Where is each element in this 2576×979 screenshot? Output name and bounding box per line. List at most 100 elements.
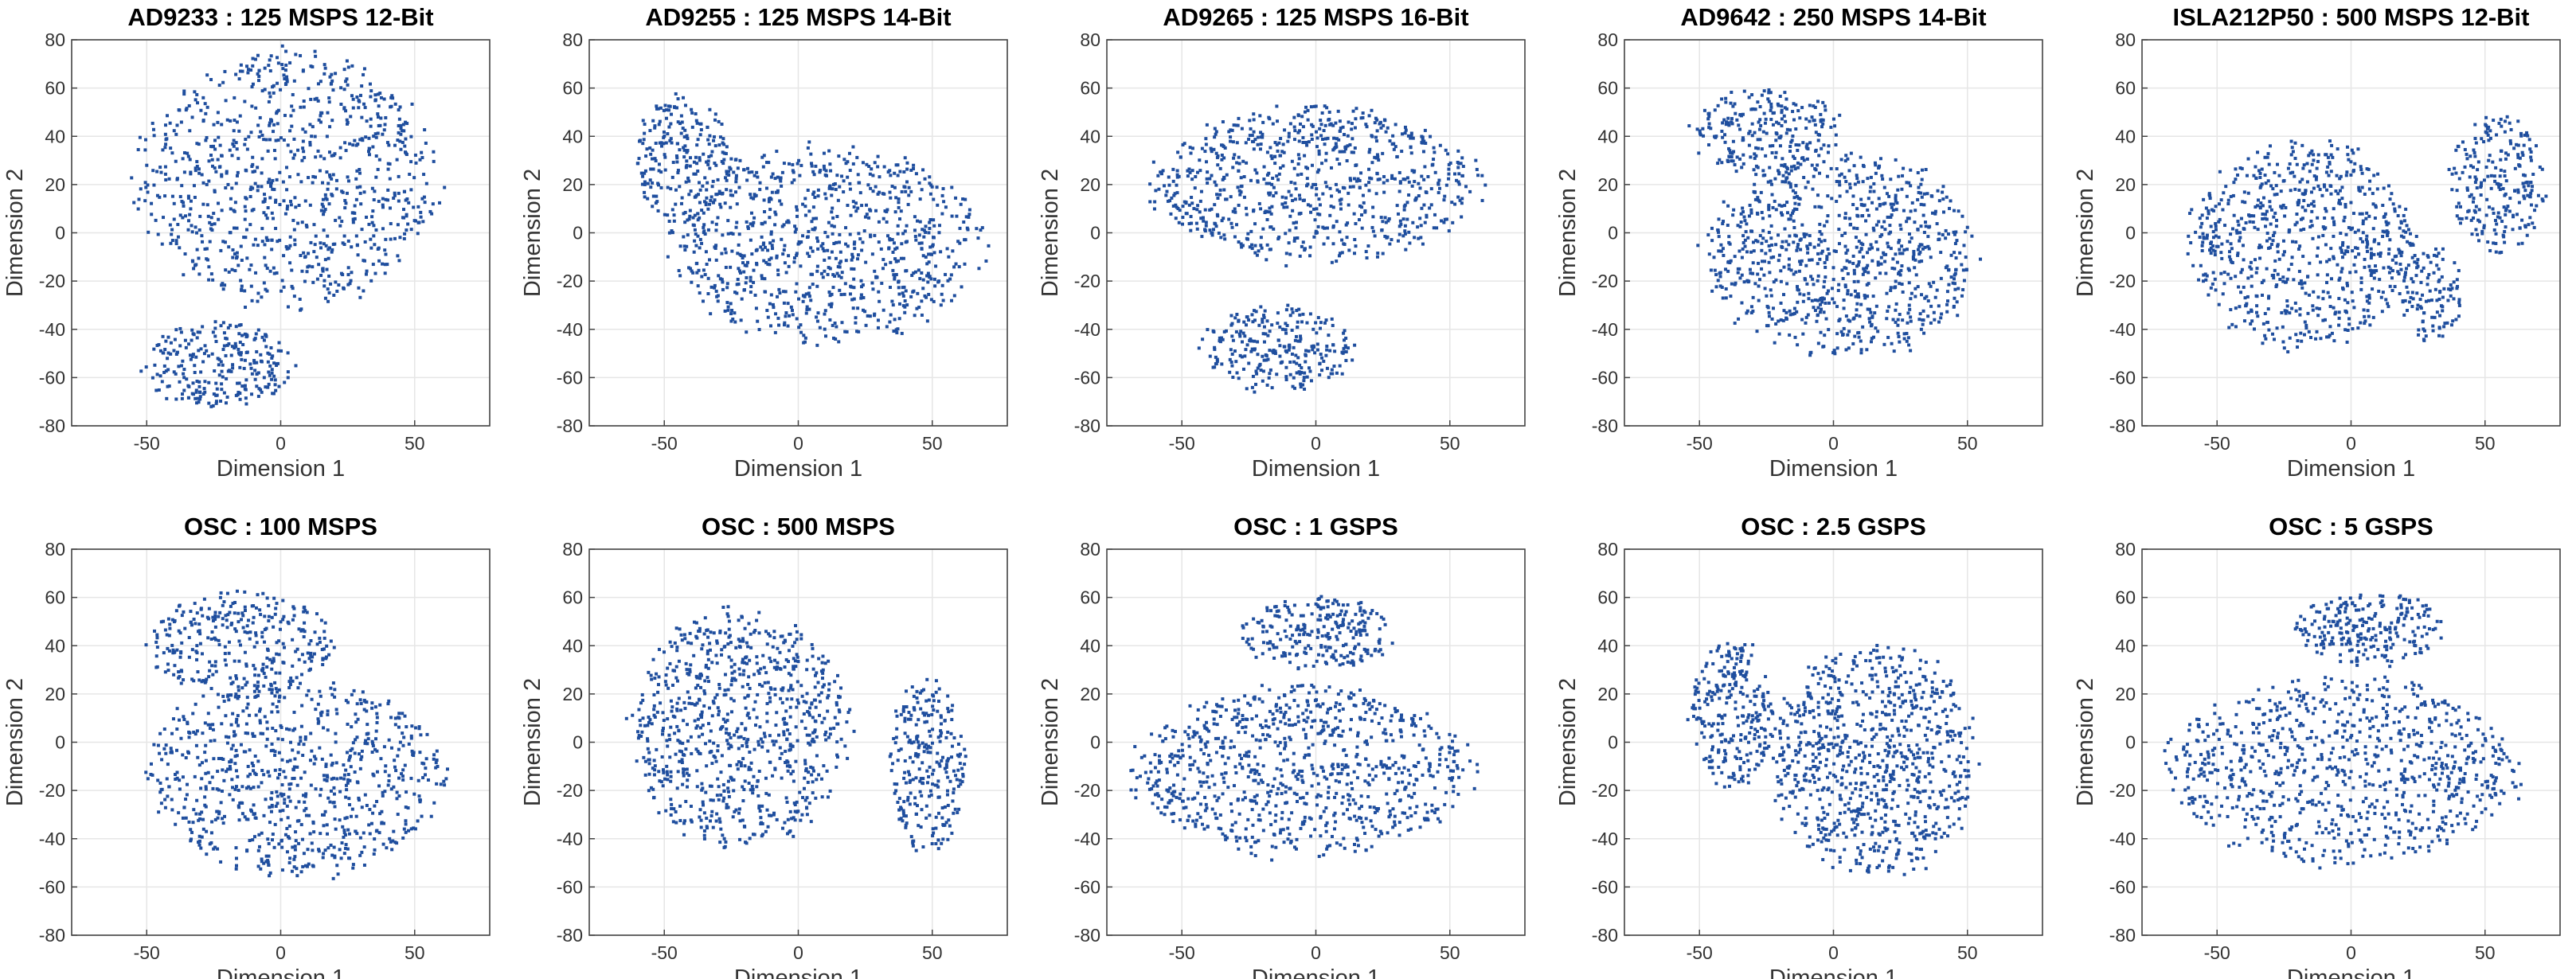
scatter-point — [1280, 195, 1284, 199]
scatter-point — [285, 207, 289, 211]
scatter-point — [1266, 333, 1270, 337]
scatter-point — [1788, 144, 1792, 148]
scatter-point — [1891, 202, 1895, 206]
scatter-point — [2340, 267, 2344, 271]
scatter-point — [1262, 315, 1266, 319]
scatter-point — [713, 246, 717, 250]
scatter-point — [291, 108, 295, 112]
scatter-point — [655, 104, 659, 108]
scatter-point — [838, 232, 842, 236]
scatter-point — [979, 228, 983, 232]
scatter-point — [1788, 185, 1792, 189]
scatter-point — [1325, 106, 1329, 110]
scatter-point — [784, 314, 788, 318]
scatter-point — [674, 92, 678, 96]
scatter-point — [2226, 202, 2230, 206]
scatter-point — [2211, 271, 2215, 275]
scatter-point — [275, 111, 279, 115]
scatter-point — [1290, 159, 1294, 163]
scatter-point — [250, 85, 254, 89]
scatter-point — [1265, 181, 1268, 185]
scatter-point — [1919, 191, 1923, 195]
scatter-point — [248, 362, 252, 366]
scatter-point — [237, 323, 241, 327]
scatter-point — [1868, 247, 1872, 251]
scatter-point — [1189, 215, 1193, 219]
scatter-point — [1909, 184, 1913, 188]
scatter-point — [1229, 323, 1233, 327]
scatter-point — [1777, 319, 1781, 323]
scatter-point — [1315, 342, 1319, 346]
scatter-point — [335, 289, 339, 293]
scatter-point — [308, 141, 312, 145]
scatter-point — [2359, 276, 2363, 280]
scatter-point — [155, 193, 159, 197]
scatter-point — [810, 220, 814, 224]
scatter-point — [1340, 372, 1344, 376]
scatter-point — [253, 237, 257, 241]
scatter-point — [1343, 150, 1347, 154]
scatter-point — [1932, 310, 1936, 314]
scatter-point — [1450, 201, 1454, 205]
scatter-point — [243, 142, 247, 146]
scatter-point — [272, 216, 276, 220]
scatter-point — [279, 88, 283, 92]
scatter-point — [1769, 179, 1773, 183]
scatter-point — [1210, 150, 1214, 154]
scatter-point — [1339, 207, 1343, 211]
scatter-point — [311, 125, 315, 129]
scatter-point — [1876, 248, 1880, 252]
scatter-point — [264, 213, 268, 217]
scatter-point — [1175, 169, 1179, 173]
scatter-point — [1753, 282, 1757, 286]
scatter-point — [294, 53, 298, 57]
scatter-point — [1157, 187, 1161, 191]
scatter-point — [711, 179, 715, 183]
scatter-point — [758, 181, 762, 185]
scatter-point — [1795, 194, 1799, 198]
scatter-point — [850, 258, 854, 262]
scatter-point — [2271, 239, 2275, 243]
scatter-point — [939, 250, 943, 254]
scatter-point — [263, 197, 267, 201]
scatter-point — [1863, 269, 1867, 273]
scatter-point — [795, 214, 799, 218]
scatter-point — [1778, 94, 1782, 98]
scatter-point — [696, 138, 700, 142]
scatter-point — [234, 72, 238, 76]
scatter-point — [2229, 276, 2233, 280]
scatter-point — [359, 202, 363, 206]
scatter-point — [819, 271, 823, 275]
scatter-point — [2408, 241, 2412, 245]
scatter-point — [1798, 259, 1802, 263]
scatter-point — [1316, 316, 1320, 320]
scatter-point — [1447, 177, 1451, 181]
scatter-point — [1847, 169, 1851, 173]
scatter-point — [1229, 221, 1233, 225]
scatter-point — [1917, 252, 1921, 256]
scatter-point — [745, 178, 749, 182]
scatter-point — [1318, 373, 1322, 377]
scatter-point — [831, 273, 835, 277]
scatter-point — [330, 81, 334, 85]
subplot-title: AD9265 : 125 MSPS 16-Bit — [1163, 3, 1468, 31]
scatter-point — [823, 258, 827, 262]
scatter-point — [360, 115, 364, 119]
scatter-point — [1418, 186, 1422, 190]
scatter-point — [1299, 382, 1303, 386]
scatter-point — [1954, 230, 1958, 234]
scatter-point — [1407, 230, 1411, 234]
scatter-point — [1208, 228, 1212, 232]
scatter-point — [2234, 306, 2238, 310]
scatter-point — [264, 236, 268, 240]
scatter-point — [1871, 294, 1875, 298]
scatter-point — [706, 181, 709, 185]
scatter-point — [1338, 119, 1342, 123]
scatter-point — [762, 241, 766, 245]
scatter-point — [963, 262, 967, 266]
scatter-point — [836, 198, 840, 202]
scatter-point — [1237, 203, 1241, 207]
scatter-point — [1842, 306, 1846, 310]
scatter-point — [1302, 379, 1306, 383]
scatter-point — [1851, 317, 1855, 321]
